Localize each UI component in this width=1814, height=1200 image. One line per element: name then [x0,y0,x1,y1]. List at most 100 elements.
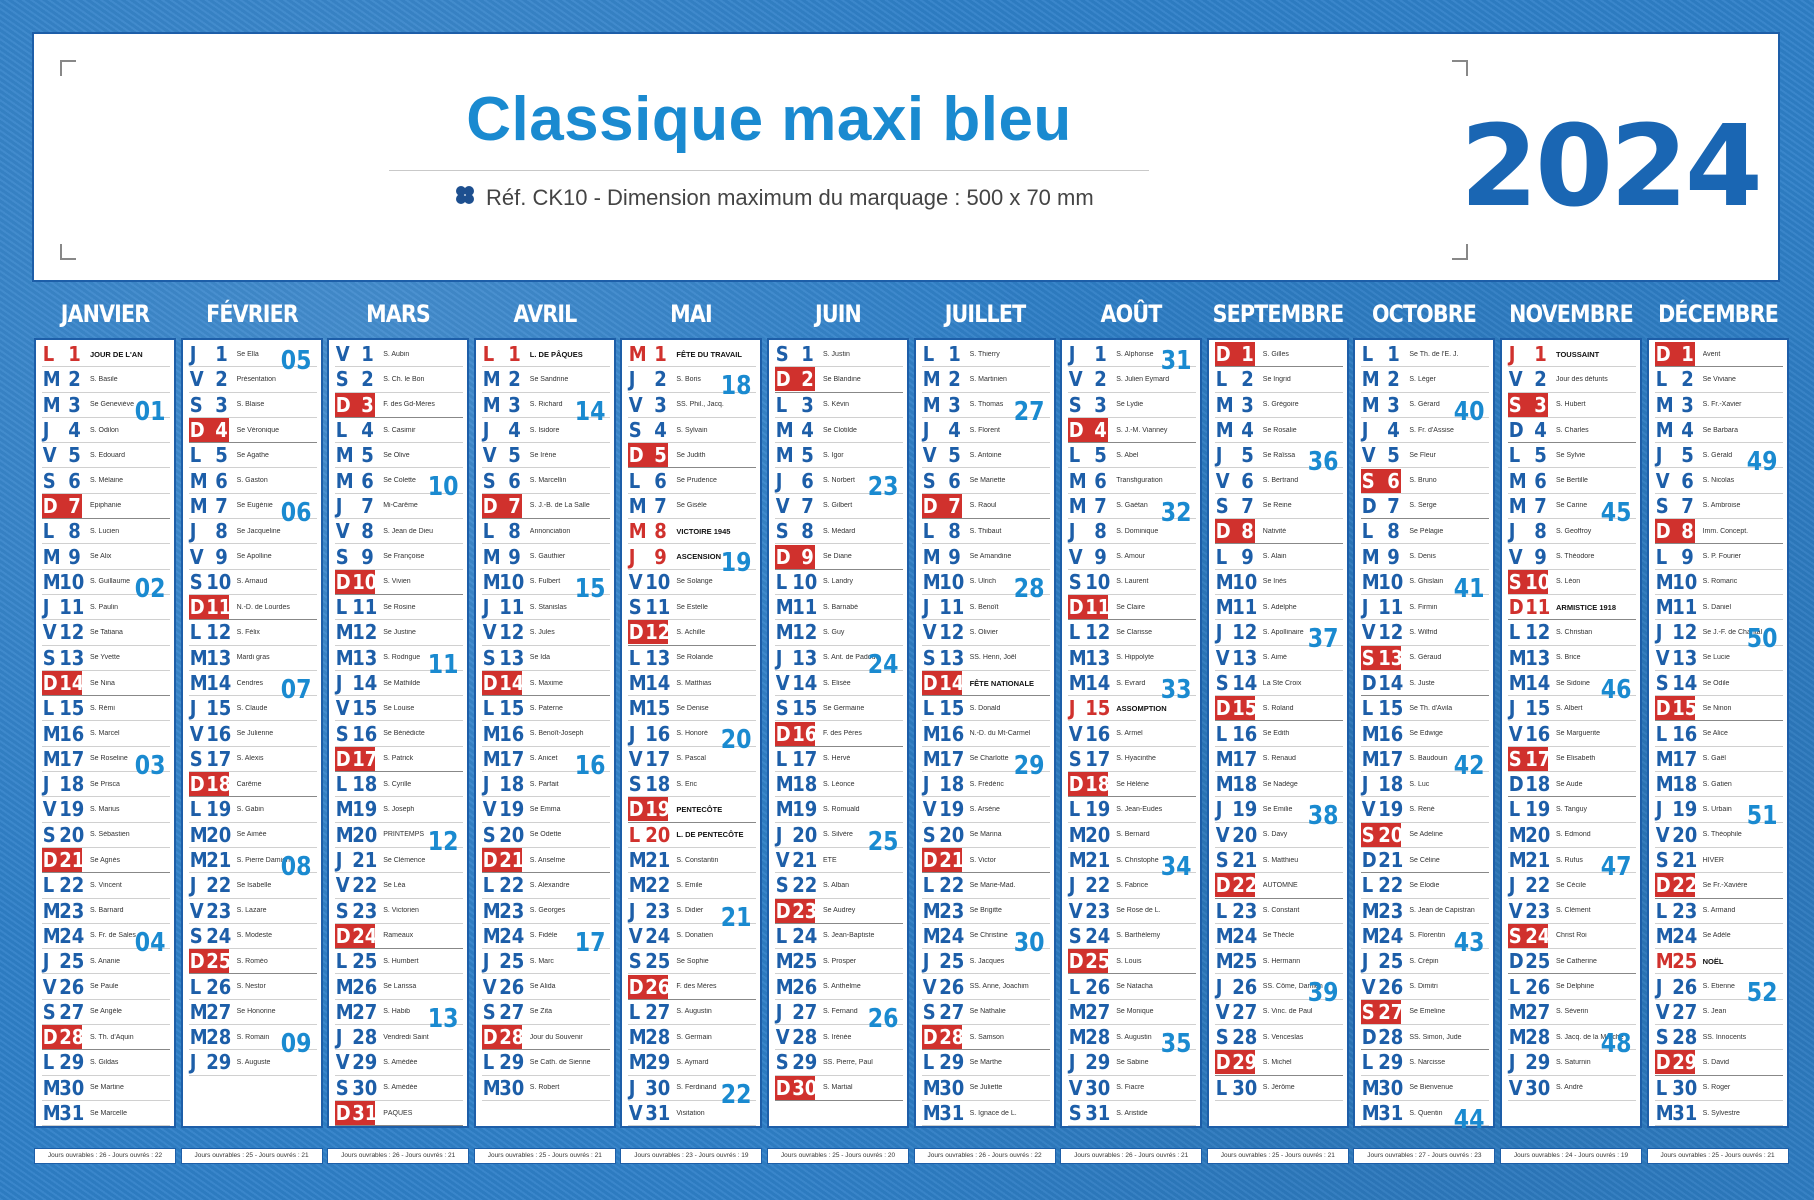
day-letter: M [482,1075,501,1100]
saint-name: Se Émeline [1409,1008,1446,1016]
day-badge: D 24 [335,923,377,948]
saint-name: S. Marcel [90,730,120,738]
day-number: 16 [59,721,85,746]
day-letter: V [775,671,790,695]
day-badge: S 15 [775,696,817,720]
day-row: V 19 Se Emma [481,797,610,823]
day-number: 22 [1085,873,1111,898]
saint-name: TOUSSAINT [1556,349,1600,359]
day-letter: J [482,949,490,974]
day-badge: J 14 [335,671,377,695]
saint-name: S. Barthélemy [1116,932,1161,940]
day-badge: V 12 [482,620,524,644]
crop-mark [60,60,76,76]
day-number: 28 [792,1025,818,1050]
day-badge: V 19 [482,797,524,821]
day-number: 24 [792,923,818,948]
day-letter: J [1508,696,1516,721]
day-badge: M 13 [189,646,230,670]
week-number: 49 [1747,447,1778,478]
day-badge: M 11 [775,595,817,619]
day-badge: V 15 [335,696,377,720]
day-number: 15 [59,696,85,721]
day-number: 17 [205,746,231,771]
saint-name: S. Gérard [1409,401,1440,409]
day-number: 29 [1525,1050,1551,1075]
day-letter: D [335,392,351,417]
day-row: D 14 FÊTE NATIONALE [921,671,1050,697]
day-row: L 1 Se Th. de l'E. J. [1361,342,1490,368]
day-row: J 13 S. Ant. de Padoue 24 [775,646,903,680]
day-row: J 1 TOUSSAINT [1508,342,1636,368]
working-days-footer: Jours ouvrables : 26 - Jours ouvrés : 22 [913,1148,1056,1164]
saint-name: S. Parfait [529,780,559,788]
day-letter: D [1362,671,1378,695]
day-number: 12 [645,620,671,645]
saint-name: N.-D. de Lourdes [236,603,290,611]
day-letter: M [629,1025,648,1050]
day-number: 1 [947,342,961,367]
day-row: S 28 SS. Innocents [1654,1025,1783,1051]
week-number: 11 [427,649,459,680]
day-row: J 22 Se Cécile [1508,873,1636,899]
day-badge: J 22 [189,873,230,897]
day-row: V 12 Se Tatiana [42,620,170,646]
saint-name: Christ Roi [1556,932,1587,940]
day-letter: L [1655,1075,1667,1100]
day-number: 27 [498,999,525,1024]
saint-name: S. Patrick [383,755,414,763]
day-letter: J [482,595,490,620]
day-row: D 28 Jour du Souvenir [481,1025,610,1051]
day-row: J 6 S. Norbert 23 [775,468,903,502]
saint-name: S. Dominique [1116,527,1159,535]
day-number: 20 [1378,822,1404,847]
day-badge: L 29 [1361,1050,1403,1074]
saint-name: S. Augustin [676,1008,712,1016]
day-row: J 27 S. Fernand 26 [775,1000,903,1034]
saint-name: Se Clarisse [1116,628,1152,636]
saint-name: FÊTE NATIONALE [969,678,1035,688]
day-row: M 12 S. Guy [775,620,903,646]
day-letter: J [42,949,50,974]
day-letter: S [189,569,203,594]
day-row: L 23 S. Armand [1654,899,1783,924]
day-badge: S 24 [1068,924,1110,948]
day-letter: S [42,999,56,1024]
saint-name: S. David [1702,1058,1730,1066]
saint-name: F. des Pères [823,730,862,738]
day-row: S 30 S. Amédée [335,1076,464,1101]
day-row: L 3 S. Kévin [775,393,903,418]
day-number: 7 [1094,493,1107,518]
saint-name: Se Solange [676,578,713,586]
saint-name: S. Constantin [676,856,719,864]
day-badge: L 27 [628,1000,670,1024]
day-row: S 27 Se Émeline [1361,999,1490,1026]
day-badge: J 26 [1655,975,1696,999]
saint-name: Se Cécile [1556,881,1586,889]
day-row: L 26 Se Delphine [1508,974,1636,1000]
day-number: 14 [59,671,85,695]
saint-name: Se Sophie [676,957,709,965]
day-number: 26 [938,974,964,999]
day-number: 2 [1094,367,1107,392]
saint-name: S. Anicet [529,755,558,763]
day-row: S 3 S. Blaise [188,393,317,418]
week-number: 16 [574,750,606,781]
day-number: 9 [214,544,228,569]
day-number: 2 [1387,367,1401,392]
day-badge: M 10 [42,570,84,594]
week-number: 47 [1600,851,1632,882]
day-letter: M [189,493,208,518]
day-number: 27 [352,999,378,1024]
day-number: 12 [1085,620,1111,645]
saint-name: Se Sylvie [1556,451,1586,459]
day-row: V 20 S. Davy [1214,823,1343,848]
